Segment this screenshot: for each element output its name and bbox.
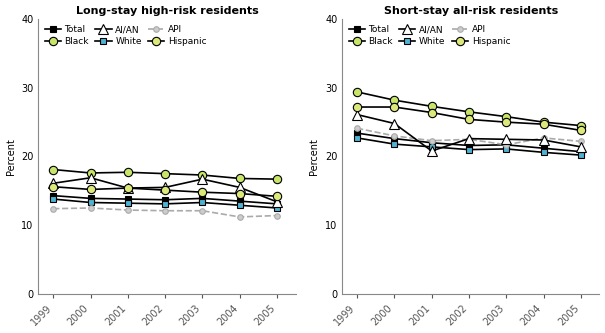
Legend: Total, Black, AI/AN, White, API, Hispanic: Total, Black, AI/AN, White, API, Hispani… — [43, 24, 208, 48]
Title: Long-stay high-risk residents: Long-stay high-risk residents — [76, 6, 258, 16]
Y-axis label: Percent: Percent — [5, 138, 16, 175]
Legend: Total, Black, AI/AN, White, API, Hispanic: Total, Black, AI/AN, White, API, Hispani… — [347, 24, 512, 48]
Title: Short-stay all-risk residents: Short-stay all-risk residents — [384, 6, 558, 16]
Y-axis label: Percent: Percent — [309, 138, 319, 175]
